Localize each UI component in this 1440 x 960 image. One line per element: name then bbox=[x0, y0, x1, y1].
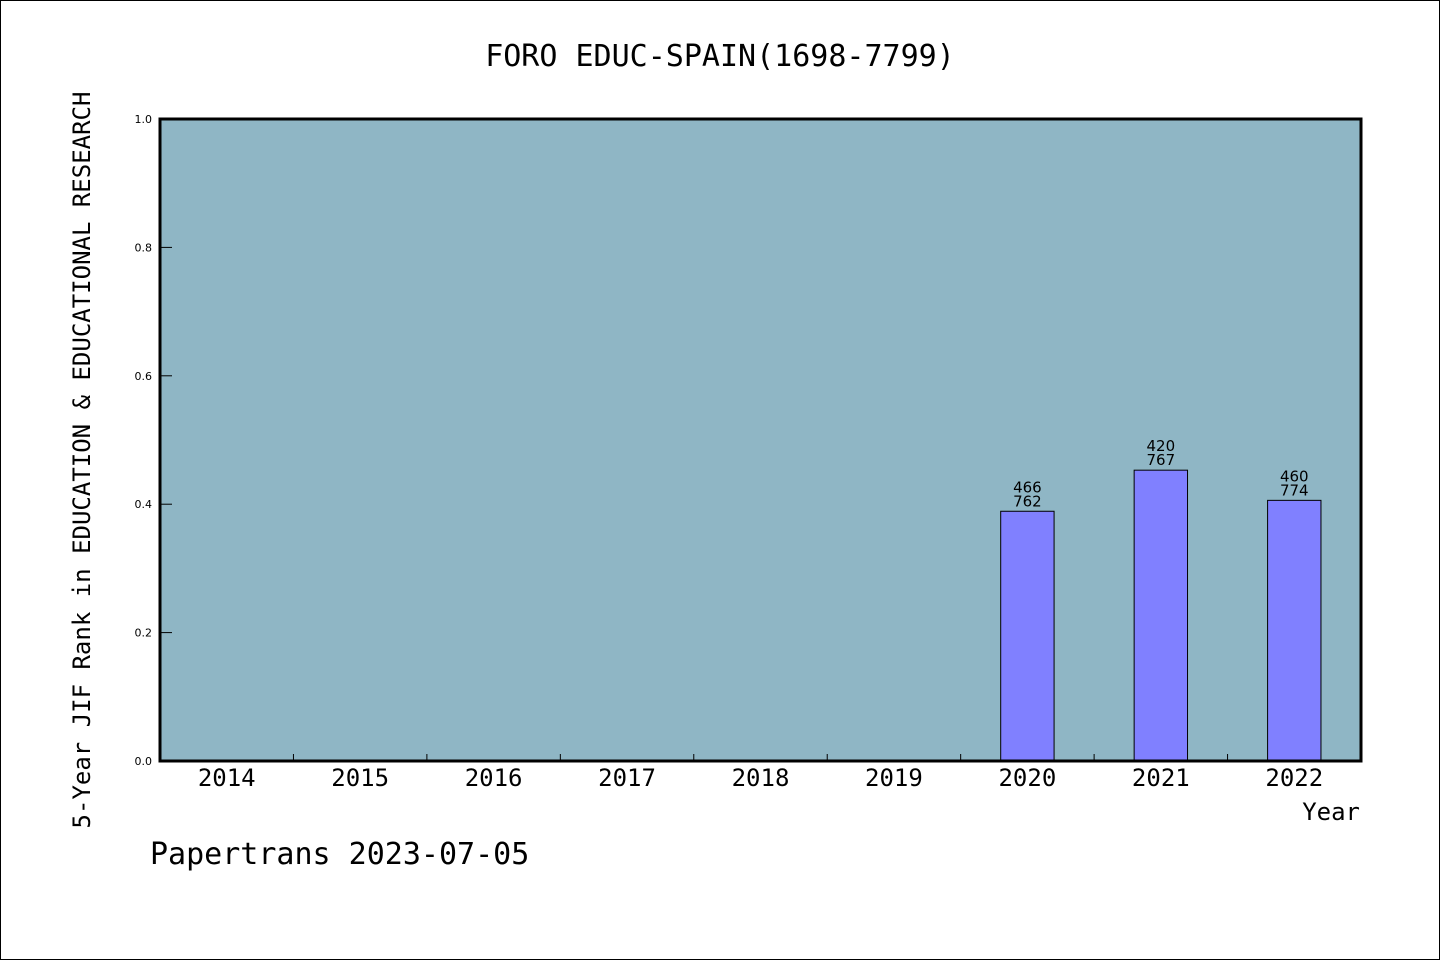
bar-label-rank: 466 bbox=[1013, 478, 1042, 496]
x-tick-label: 2022 bbox=[1265, 764, 1323, 792]
bar-2020 bbox=[1000, 510, 1055, 762]
bar-label-total: 774 bbox=[1280, 481, 1309, 499]
plot-border bbox=[158, 117, 1363, 763]
footer-text: Papertrans 2023-07-05 bbox=[150, 837, 529, 872]
y-tick-label: 1.0 bbox=[135, 113, 153, 126]
x-axis-label: Year bbox=[1302, 798, 1360, 826]
bar-label-rank: 460 bbox=[1280, 467, 1309, 485]
bar-2022 bbox=[1267, 499, 1322, 762]
x-tick-label: 2016 bbox=[465, 764, 523, 792]
x-tick-label: 2018 bbox=[732, 764, 790, 792]
x-tick-label: 2017 bbox=[598, 764, 656, 792]
x-tick-label: 2019 bbox=[865, 764, 923, 792]
bar-label-total: 767 bbox=[1147, 451, 1176, 469]
y-axis: 0.0 0.2 0.4 0.6 0.8 1.0 bbox=[135, 113, 172, 768]
y-tick-label: 0.8 bbox=[135, 241, 153, 254]
bar-2021 bbox=[1133, 469, 1189, 762]
y-tick-label: 0.2 bbox=[135, 627, 153, 640]
x-tick-label: 2014 bbox=[198, 764, 256, 792]
y-axis-label: 5-Year JIF Rank in EDUCATION & EDUCATION… bbox=[68, 92, 96, 829]
x-tick-label: 2020 bbox=[998, 764, 1056, 792]
bar-label-total: 762 bbox=[1013, 492, 1042, 510]
y-tick-label: 0.0 bbox=[135, 755, 153, 768]
y-tick-label: 0.4 bbox=[135, 498, 153, 511]
y-tick-label: 0.6 bbox=[135, 370, 153, 383]
chart-title: FORO EDUC-SPAIN(1698-7799) bbox=[485, 39, 955, 74]
x-axis: 2014 2015 2016 2017 2018 2019 2020 2021 2022 bbox=[198, 754, 1323, 792]
x-tick-label: 2021 bbox=[1132, 764, 1190, 792]
x-tick-label: 2015 bbox=[331, 764, 389, 792]
bar-label-rank: 420 bbox=[1147, 437, 1176, 455]
